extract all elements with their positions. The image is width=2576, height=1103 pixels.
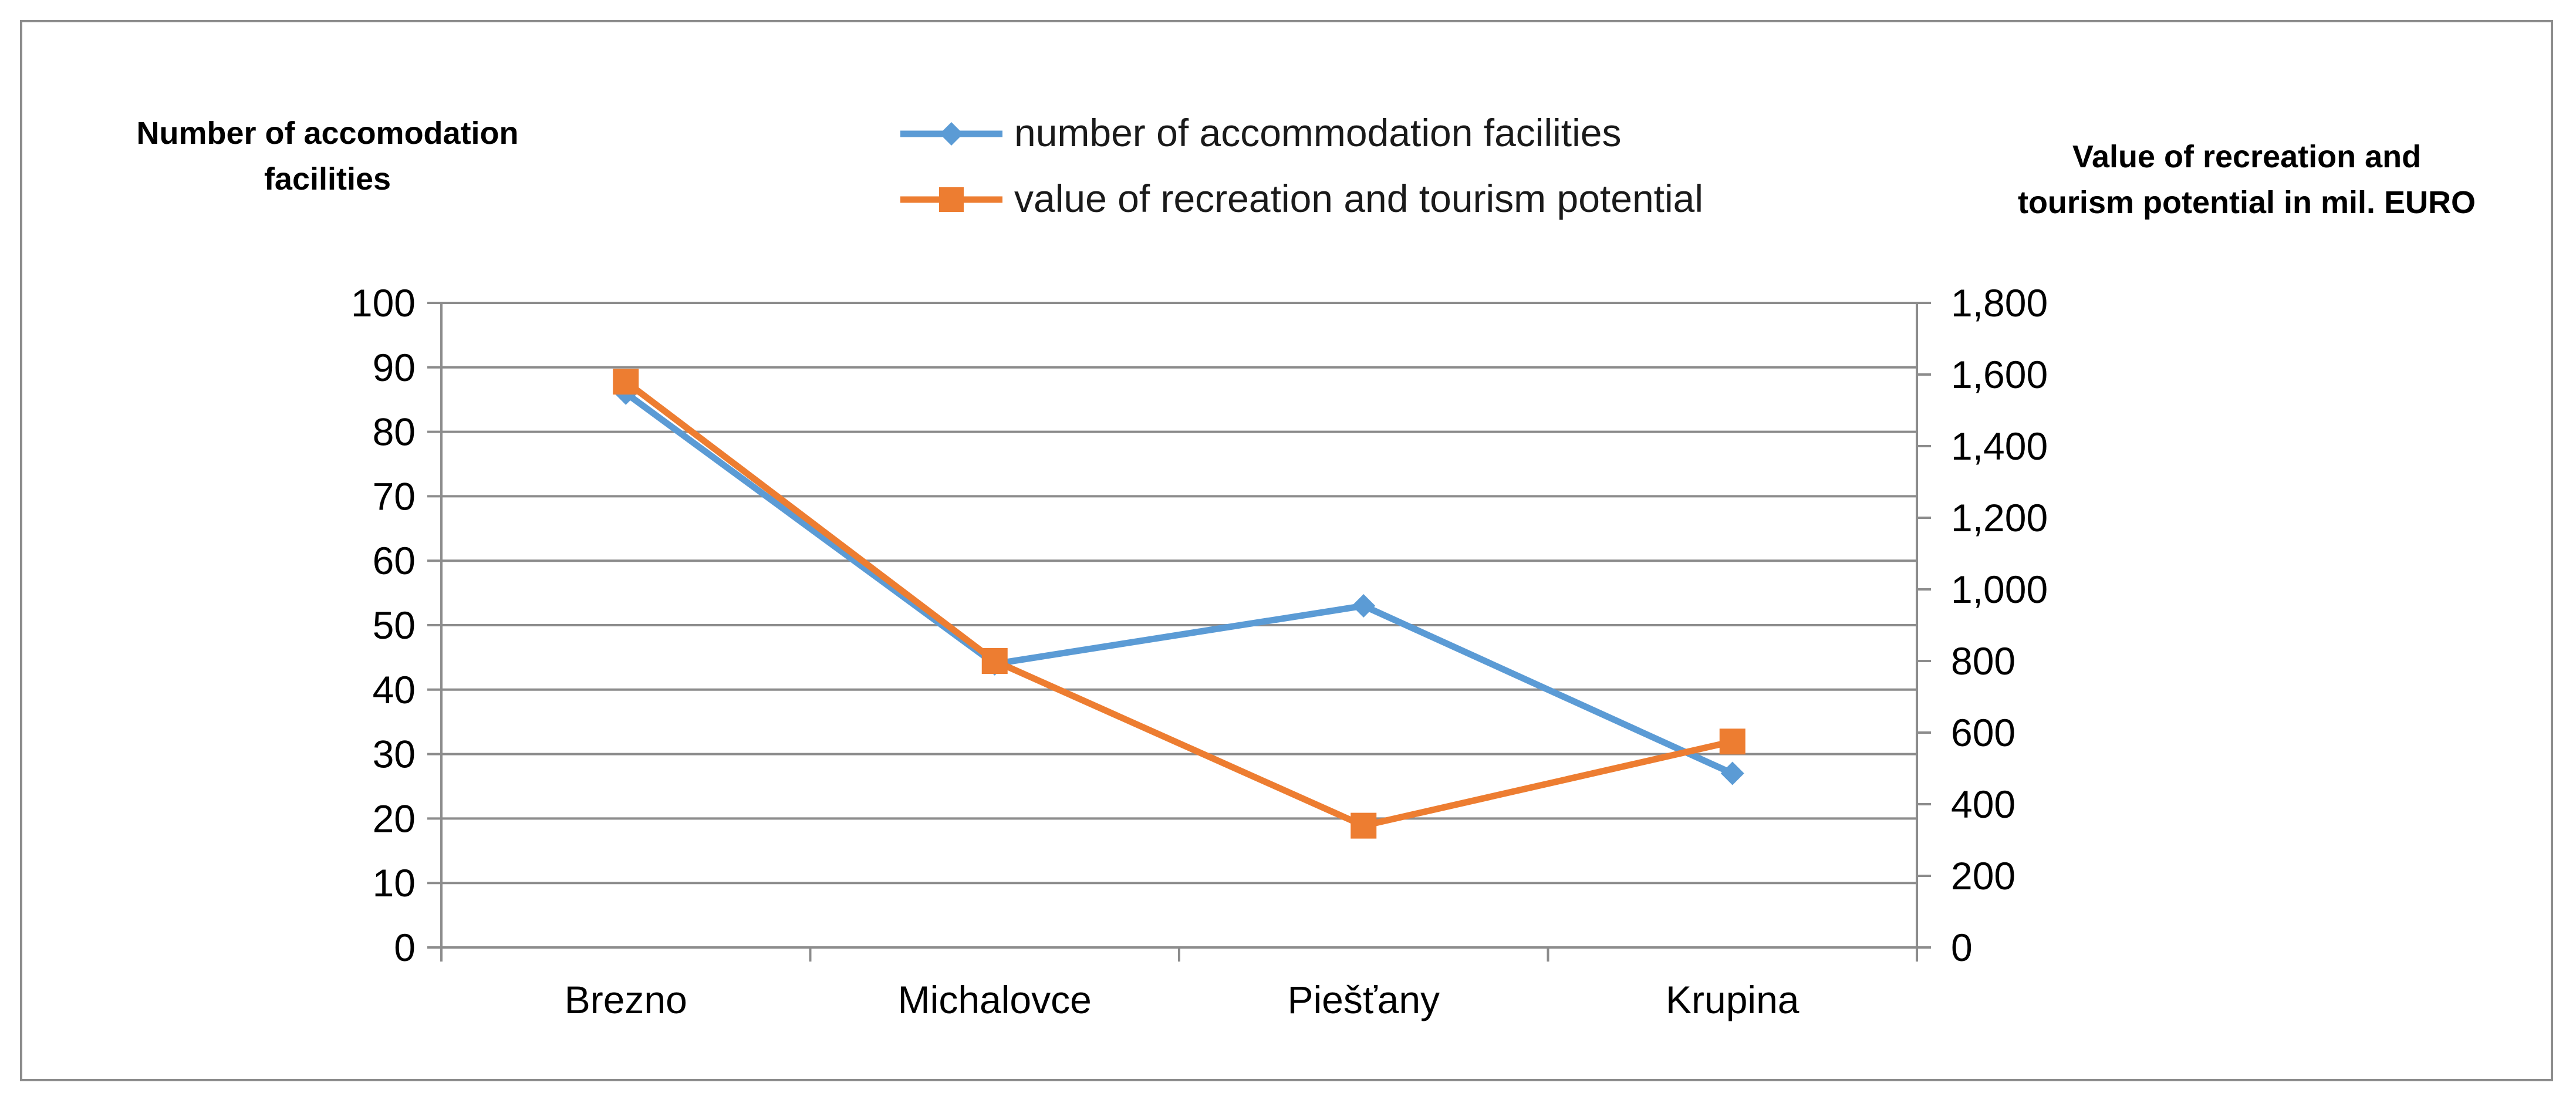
y-left-tick-label: 80: [373, 410, 416, 454]
y-right-tick-label: 1,200: [1951, 496, 2048, 539]
y-left-tick-label: 10: [373, 861, 416, 905]
y-right-tick-label: 600: [1951, 711, 2015, 754]
series-line-0: [622, 390, 1736, 777]
y-right-tick-label: 200: [1951, 854, 2015, 898]
legend-swatch-accommodation: [900, 122, 1002, 146]
x-tick-label: Piešťany: [1287, 978, 1440, 1021]
y-left-tick-label: 70: [373, 474, 416, 518]
y-right-tick-label: 1,800: [1951, 281, 2048, 325]
chart-svg: 0 10 20 30 40 50 60 70 80 90 100 0 200 400 600 800 1,000…: [351, 281, 2048, 1021]
series-0-point: [1352, 594, 1376, 618]
series-line-1: [622, 378, 1736, 829]
y-left-tick-label: 30: [373, 733, 416, 776]
series-1-point: [1351, 812, 1377, 839]
y-right-tick-label: 400: [1951, 782, 2015, 826]
y-axis-left-title: Number of accomodation facilities: [136, 116, 519, 197]
series-1-point: [1719, 728, 1746, 755]
x-tick-label: Michalovce: [898, 978, 1092, 1021]
y-left-tick-label: 90: [373, 346, 416, 389]
y-left-tick-label: 100: [351, 281, 416, 325]
y-axis-right-title: Value of recreation and tourism potentia…: [2017, 139, 2476, 220]
legend-swatch-potential: [900, 187, 1002, 212]
series-0-point: [1720, 761, 1744, 785]
y-left-tick-label: 20: [373, 797, 416, 840]
series-1-point: [981, 648, 1008, 674]
chart-frame: 0 10 20 30 40 50 60 70 80 90 100 0 200 400 600 800 1,000…: [20, 20, 2553, 1081]
y-right-tick-label: 1,600: [1951, 353, 2048, 396]
y-left-tick-label: 40: [373, 668, 416, 711]
legend-label-accommodation: number of accommodation facilities: [1014, 111, 1622, 154]
y-left-tick-label: 60: [373, 539, 416, 582]
y-right-tick-label: 0: [1951, 926, 1973, 969]
y-left-tick-label: 50: [373, 603, 416, 647]
legend-label-potential: value of recreation and tourism potentia…: [1014, 177, 1704, 220]
y-right-tick-label: 1,000: [1951, 568, 2048, 611]
x-tick-label: Krupina: [1666, 978, 1800, 1021]
y-right-tick-label: 1,400: [1951, 424, 2048, 468]
x-tick-label: Brezno: [565, 978, 687, 1021]
y-right-tick-label: 800: [1951, 639, 2015, 683]
y-left-tick-label: 0: [394, 926, 416, 969]
series-1-point: [613, 369, 639, 395]
